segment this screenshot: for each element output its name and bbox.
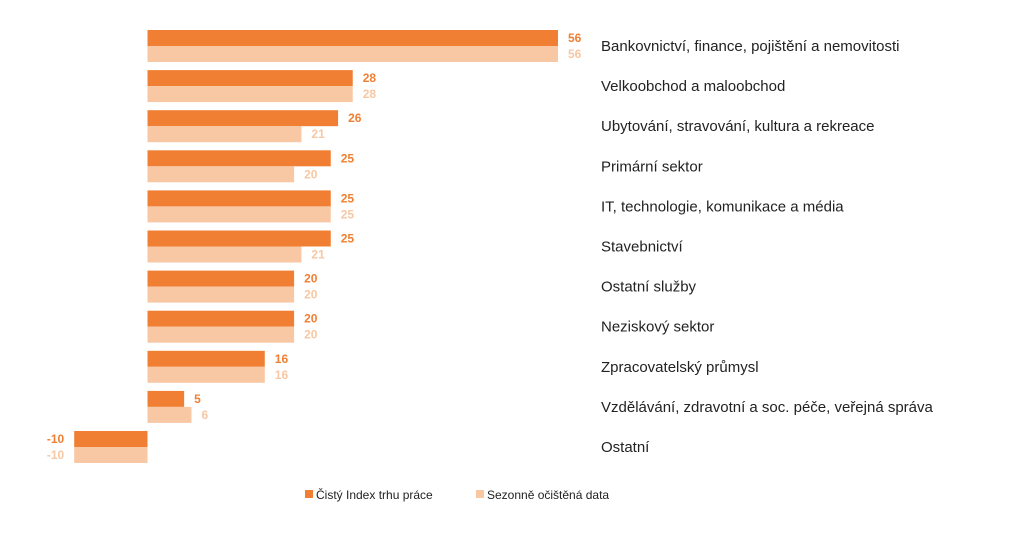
bar-index-1	[147, 70, 353, 87]
labels-layer: 56 56 Bankovnictví, finance, pojištění a n…	[47, 31, 934, 462]
value-label-index-9: 5	[194, 392, 201, 406]
bar-index-3	[147, 150, 331, 167]
category-label-0: Bankovnictví, finance, pojištění a nemov…	[601, 38, 900, 55]
bar-seasonal-7	[147, 326, 295, 343]
bar-index-6	[147, 270, 295, 287]
bar-index-10	[74, 431, 148, 447]
value-label-seasonal-5: 21	[311, 248, 325, 262]
category-label-5: Stavebnictví	[601, 239, 684, 256]
legend-swatch-seasonal	[476, 490, 484, 498]
bar-index-7	[147, 310, 295, 327]
bar-index-5	[147, 230, 331, 247]
bar-seasonal-1	[147, 86, 353, 103]
legend-label-seasonal: Sezonně očištěná data	[487, 488, 609, 502]
value-label-seasonal-10: -10	[47, 448, 65, 462]
category-label-6: Ostatní služby	[601, 279, 697, 296]
value-label-seasonal-2: 21	[311, 127, 325, 141]
bar-index-9	[147, 390, 185, 407]
legend-label-index: Čistý Index trhu práce	[316, 487, 433, 502]
value-label-seasonal-0: 56	[568, 47, 582, 61]
category-label-7: Neziskový sektor	[601, 319, 714, 336]
bar-seasonal-3	[147, 166, 295, 183]
category-label-4: IT, technologie, komunikace a média	[601, 198, 844, 215]
value-label-index-10: -10	[47, 432, 65, 446]
value-label-index-3: 25	[341, 151, 355, 165]
value-label-seasonal-9: 6	[201, 408, 208, 422]
bar-seasonal-5	[147, 246, 302, 263]
bar-index-0	[147, 30, 558, 46]
bar-index-2	[147, 110, 339, 127]
category-label-8: Zpracovatelský průmysl	[601, 359, 759, 376]
value-label-seasonal-7: 20	[304, 328, 318, 342]
category-label-2: Ubytování, stravování, kultura a rekreac…	[601, 118, 874, 135]
value-label-seasonal-4: 25	[341, 207, 355, 221]
legend: Čistý Index trhu práce Sezonně očištěná …	[305, 487, 609, 502]
value-label-seasonal-3: 20	[304, 167, 318, 181]
bar-seasonal-9	[147, 406, 192, 423]
value-label-seasonal-6: 20	[304, 288, 318, 302]
value-label-index-8: 16	[275, 352, 289, 366]
value-label-index-5: 25	[341, 232, 355, 246]
category-label-10: Ostatní	[601, 439, 650, 456]
bar-seasonal-10	[74, 447, 148, 463]
bar-seasonal-2	[147, 126, 302, 143]
value-label-index-1: 28	[363, 71, 377, 85]
bar-seasonal-4	[147, 206, 331, 223]
value-label-seasonal-8: 16	[275, 368, 289, 382]
legend-swatch-index	[305, 490, 313, 498]
value-label-index-0: 56	[568, 31, 582, 45]
bar-seasonal-0	[147, 46, 558, 62]
bars-layer	[74, 30, 558, 463]
value-label-index-4: 25	[341, 191, 355, 205]
category-label-9: Vzdělávání, zdravotní a soc. péče, veřej…	[601, 399, 934, 416]
value-label-index-7: 20	[304, 312, 318, 326]
bar-seasonal-8	[147, 366, 265, 383]
bar-seasonal-6	[147, 286, 295, 303]
value-label-index-6: 20	[304, 272, 318, 286]
bar-index-4	[147, 190, 331, 207]
value-label-seasonal-1: 28	[363, 87, 377, 101]
value-label-index-2: 26	[348, 111, 362, 125]
category-label-1: Velkoobchod a maloobchod	[601, 78, 785, 95]
category-label-3: Primární sektor	[601, 158, 703, 175]
bar-index-8	[147, 350, 265, 367]
